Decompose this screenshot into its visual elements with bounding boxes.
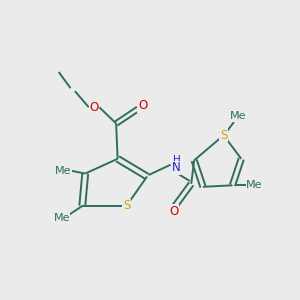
Text: N: N: [172, 161, 181, 174]
Text: O: O: [89, 101, 99, 114]
Text: Me: Me: [53, 213, 70, 223]
Text: H: H: [172, 155, 180, 165]
Text: S: S: [123, 200, 130, 212]
Text: Me: Me: [55, 166, 71, 176]
Text: O: O: [138, 99, 147, 112]
Text: S: S: [220, 129, 227, 142]
Text: Me: Me: [246, 180, 263, 190]
Text: O: O: [169, 205, 178, 218]
Text: Me: Me: [230, 111, 247, 121]
